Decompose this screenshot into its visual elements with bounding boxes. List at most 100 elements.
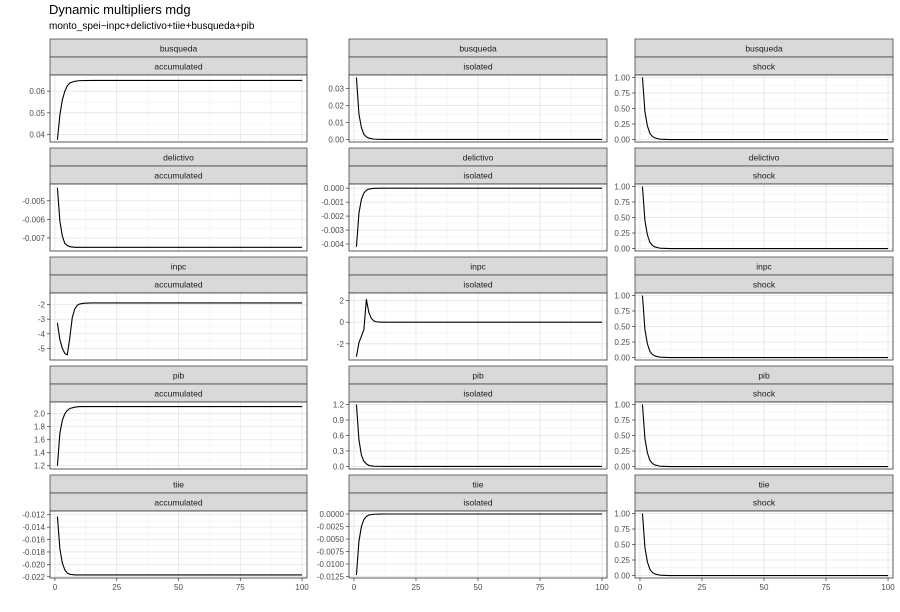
y-tick-label: 0.00	[614, 463, 630, 472]
y-tick-label: 0.00	[328, 135, 344, 144]
y-tick-label: -2	[38, 301, 46, 310]
series-line	[56, 516, 303, 576]
y-tick-label: 0.05	[29, 109, 45, 118]
y-tick-label: -0.014	[22, 523, 45, 532]
panel-delictivo-isolated: delictivo isolated 0.000 -0.001 -0.002 -0.003…	[321, 147, 608, 252]
y-tick-label: 0.50	[614, 541, 630, 550]
strip-col-label: shock	[753, 62, 776, 72]
y-tick-label: 0.00	[614, 245, 630, 254]
x-tick-label: 100	[595, 583, 609, 592]
panel-delictivo-shock: delictivo shock 0.00 0.25 0.50 0.75 1.00	[614, 147, 894, 254]
panel-border	[348, 74, 608, 143]
y-tick-label: 0.03	[328, 85, 344, 94]
x-tick-label: 75	[236, 583, 245, 592]
y-tick-label: -0.0100	[317, 560, 345, 569]
y-tick-label: 1.2	[333, 401, 345, 410]
y-tick-label: -4	[38, 330, 46, 339]
strip-row-label: busqueda	[459, 44, 497, 54]
panel-border	[634, 74, 894, 143]
strip-col-label: shock	[753, 280, 776, 290]
y-tick-label: 0.25	[614, 447, 630, 456]
y-tick-label: 0.04	[29, 130, 45, 139]
y-tick-label: -0.001	[321, 198, 344, 207]
strip-row-label: tiie	[759, 480, 770, 490]
x-tick-label: 75	[822, 583, 831, 592]
y-tick-label: 1.8	[34, 423, 46, 432]
strip-row-label: delictivo	[463, 153, 494, 163]
strip-col-label: isolated	[463, 389, 493, 399]
y-tick-label: 0.75	[614, 198, 630, 207]
panel-tiie-shock: tiie shock 0.00 0.25 0.50 0.75 1.00 0 25 50 75 100	[614, 474, 895, 592]
y-tick-label: 0.0	[333, 462, 345, 471]
x-tick-label: 50	[174, 583, 183, 592]
y-tick-label: 0.01	[328, 118, 344, 127]
y-tick-label: 0.000	[324, 184, 345, 193]
y-tick-label: 0.3	[333, 447, 345, 456]
panel-border	[634, 292, 894, 361]
series-line	[355, 513, 603, 576]
panel-pib-isolated: pib isolated 0.0 0.3 0.6 0.9 1.2	[333, 365, 608, 471]
y-tick-label: 0.25	[614, 556, 630, 565]
y-tick-label: -0.003	[321, 226, 344, 235]
series-line	[641, 513, 889, 577]
y-tick-label: 0.0000	[320, 510, 345, 519]
y-tick-label: 1.00	[614, 291, 630, 300]
y-tick-label: 0.00	[614, 354, 630, 363]
panel-inpc-accumulated: inpc accumulated -2 -3 -4 -5	[38, 256, 308, 361]
x-tick-label: 100	[881, 583, 895, 592]
y-tick-label: -0.016	[22, 536, 45, 545]
strip-col-label: shock	[753, 171, 776, 181]
strip-row-label: busqueda	[745, 44, 783, 54]
series-line	[355, 77, 603, 141]
chart-subtitle: monto_spei~inpc+delictivo+tiie+busqueda+…	[49, 21, 255, 32]
strip-row-label: tiie	[173, 480, 184, 490]
y-tick-label: 0.25	[614, 120, 630, 129]
y-tick-label: 1.4	[34, 449, 46, 458]
chart-title: Dynamic multipliers mdg	[49, 2, 191, 17]
series-line	[56, 79, 303, 140]
y-tick-label: 0.02	[328, 102, 344, 111]
y-tick-label: -0.020	[22, 560, 45, 569]
strip-row-label: inpc	[171, 262, 187, 272]
strip-col-label: accumulated	[154, 389, 202, 399]
y-tick-label: 1.00	[614, 400, 630, 409]
strip-row-label: pib	[758, 371, 770, 381]
series-line	[355, 404, 603, 467]
strip-col-label: shock	[753, 389, 776, 399]
x-tick-label: 25	[412, 583, 421, 592]
x-tick-label: 25	[112, 583, 121, 592]
y-tick-label: -0.022	[22, 573, 45, 582]
panel-border	[634, 183, 894, 252]
panel-border	[634, 401, 894, 470]
series-line	[641, 404, 889, 468]
y-tick-label: 0.9	[333, 416, 345, 425]
y-tick-label: 1.6	[34, 436, 46, 445]
x-tick-label: 0	[352, 583, 357, 592]
strip-row-label: inpc	[756, 262, 772, 272]
y-tick-label: -2	[337, 340, 345, 349]
panel-border	[348, 292, 608, 361]
series-line	[641, 295, 889, 359]
panel-pib-shock: pib shock 0.00 0.25 0.50 0.75 1.00	[614, 365, 894, 472]
y-tick-label: -5	[38, 344, 46, 353]
x-tick-label: 25	[698, 583, 707, 592]
strip-col-label: isolated	[463, 62, 493, 72]
series-line	[56, 406, 303, 466]
strip-row-label: busqueda	[160, 44, 198, 54]
y-tick-label: 2	[340, 297, 345, 306]
y-tick-label: -0.002	[321, 212, 344, 221]
x-tick-label: 75	[536, 583, 545, 592]
y-tick-label: 1.00	[614, 509, 630, 518]
y-tick-label: 1.00	[614, 182, 630, 191]
panel-busqueda-isolated: busqueda isolated 0.00 0.01 0.02 0.03	[328, 38, 608, 144]
y-tick-label: 0	[340, 318, 345, 327]
panel-border	[49, 183, 308, 252]
strip-row-label: inpc	[470, 262, 486, 272]
x-tick-label: 50	[474, 583, 483, 592]
strip-col-label: accumulated	[154, 62, 202, 72]
strip-col-label: accumulated	[154, 498, 202, 508]
x-tick-label: 100	[295, 583, 309, 592]
x-tick-label: 0	[638, 583, 643, 592]
strip-row-label: pib	[472, 371, 484, 381]
